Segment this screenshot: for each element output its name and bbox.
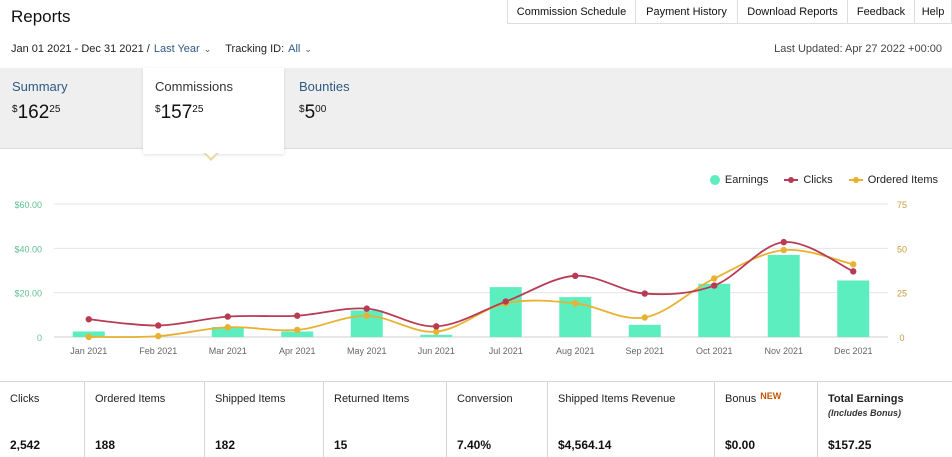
tab-commissions-label: Commissions — [155, 79, 234, 94]
x-tick-label: Nov 2021 — [764, 346, 803, 356]
y-right-tick-label: 50 — [897, 244, 907, 254]
x-tick-label: Apr 2021 — [279, 346, 316, 356]
summary-amount: $16225 — [12, 102, 61, 123]
earnings-bar — [837, 280, 870, 337]
y-right-tick-label: 75 — [897, 200, 907, 210]
nav-download-reports[interactable]: Download Reports — [738, 0, 848, 23]
y-left-tick-label: $60.00 — [14, 200, 42, 210]
clicks-point — [780, 238, 787, 246]
commissions-amount: $15725 — [155, 102, 204, 123]
ordered-items-point — [363, 312, 370, 319]
stat-clicks: Clicks 2,542 — [0, 382, 85, 457]
last-updated: Last Updated: Apr 27 2022 +00:00 — [774, 43, 942, 55]
legend-earnings[interactable]: Earnings — [709, 174, 768, 186]
clicks-point — [155, 322, 162, 329]
ordered-items-point — [294, 326, 301, 334]
y-left-tick-label: $20.00 — [14, 289, 42, 299]
x-tick-label: Aug 2021 — [556, 346, 595, 356]
x-tick-label: Feb 2021 — [139, 346, 177, 356]
legend-ordered-items[interactable]: Ordered Items — [848, 174, 938, 186]
x-tick-label: Dec 2021 — [834, 346, 873, 356]
ordered-items-point — [850, 261, 857, 268]
stat-bonus: Bonus NEW $0.00 — [715, 382, 818, 457]
date-range: Jan 01 2021 - Dec 31 2021 / — [11, 43, 150, 55]
nav-payment-history[interactable]: Payment History — [636, 0, 738, 23]
ordered-items-line — [88, 248, 854, 339]
ordered-items-point — [224, 324, 231, 331]
nav-help[interactable]: Help — [915, 0, 952, 23]
x-tick-label: Sep 2021 — [625, 346, 664, 356]
clicks-point — [502, 298, 509, 305]
stat-ordered-items: Ordered Items 188 — [85, 382, 205, 457]
x-tick-label: May 2021 — [347, 346, 387, 356]
earnings-bar — [767, 254, 800, 337]
tab-summary[interactable]: Summary $16225 — [0, 68, 142, 149]
line-marker-icon — [848, 175, 863, 185]
bounties-amount: $500 — [299, 102, 327, 123]
ordered-items-point — [85, 333, 92, 341]
stat-shipped-items: Shipped Items 182 — [205, 382, 324, 457]
stat-returned-items: Returned Items 15 — [324, 382, 447, 457]
earnings-bar — [698, 283, 731, 337]
ordered-items-point — [641, 314, 648, 321]
line-marker-icon — [784, 175, 799, 185]
clicks-point — [711, 282, 718, 289]
new-badge: NEW — [760, 391, 782, 401]
x-tick-label: Jun 2021 — [418, 346, 455, 356]
y-right-tick-label: 25 — [897, 289, 907, 299]
active-tab-caret — [203, 152, 219, 161]
stats-bar: Clicks 2,542 Ordered Items 188 Shipped I… — [0, 381, 952, 457]
ordered-items-point — [711, 275, 718, 282]
tracking-id-select[interactable]: All — [288, 43, 301, 55]
tab-summary-label: Summary — [12, 79, 68, 94]
tab-bounties[interactable]: Bounties $500 — [287, 68, 427, 149]
earnings-bar — [489, 287, 522, 337]
y-left-tick-label: 0 — [37, 333, 42, 343]
legend-clicks[interactable]: Clicks — [784, 174, 833, 186]
ordered-items-point — [780, 246, 787, 254]
clicks-point — [224, 313, 231, 320]
clicks-point — [850, 268, 857, 275]
ordered-items-point — [433, 328, 440, 335]
stat-conversion: Conversion 7.40% — [447, 382, 548, 457]
stat-total-earnings: Total Earnings (Includes Bonus) $157.25 — [818, 382, 952, 457]
chevron-down-icon[interactable]: ⌄ — [304, 43, 312, 54]
tab-commissions[interactable]: Commissions $15725 — [143, 68, 284, 154]
period-select[interactable]: Last Year — [153, 43, 200, 55]
earnings-bar — [211, 327, 244, 337]
y-right-tick-label: 0 — [899, 333, 904, 343]
earnings-bar — [628, 324, 661, 337]
filter-bar: Jan 01 2021 - Dec 31 2021 / Last Year ⌄ … — [11, 43, 312, 55]
earnings-chart: 0 $20.00 $40.00 $60.00 0 25 50 75 Jan 2021 Feb 20… — [14, 200, 907, 356]
earnings-bar — [420, 334, 453, 337]
clicks-line — [88, 241, 854, 328]
ordered-items-point — [572, 300, 579, 307]
x-tick-label: Mar 2021 — [209, 346, 247, 356]
clicks-point — [85, 316, 92, 323]
chevron-down-icon[interactable]: ⌄ — [203, 43, 212, 54]
page-title: Reports — [11, 7, 71, 26]
tracking-label: Tracking ID: — [225, 43, 285, 55]
stat-shipped-revenue: Shipped Items Revenue $4,564.14 — [548, 382, 715, 457]
clicks-point — [294, 312, 301, 319]
clicks-point — [433, 323, 440, 330]
top-nav: Commission Schedule Payment History Down… — [507, 0, 952, 24]
clicks-point — [641, 290, 648, 297]
chart-legend: Earnings Clicks Ordered Items — [709, 174, 938, 186]
y-left-tick-label: $40.00 — [14, 244, 42, 254]
nav-commission-schedule[interactable]: Commission Schedule — [508, 0, 636, 23]
x-tick-label: Oct 2021 — [696, 346, 733, 356]
ordered-items-point — [155, 332, 162, 340]
tab-bounties-label: Bounties — [299, 79, 350, 94]
x-tick-label: Jul 2021 — [489, 346, 523, 356]
nav-feedback[interactable]: Feedback — [848, 0, 915, 23]
clicks-point — [363, 305, 370, 312]
x-tick-label: Jan 2021 — [70, 346, 107, 356]
summary-tabs: Summary $16225 Commissions $15725 Bounti… — [0, 68, 952, 154]
earnings-bar — [281, 331, 314, 337]
clicks-point — [572, 272, 579, 280]
circle-icon — [709, 175, 720, 185]
